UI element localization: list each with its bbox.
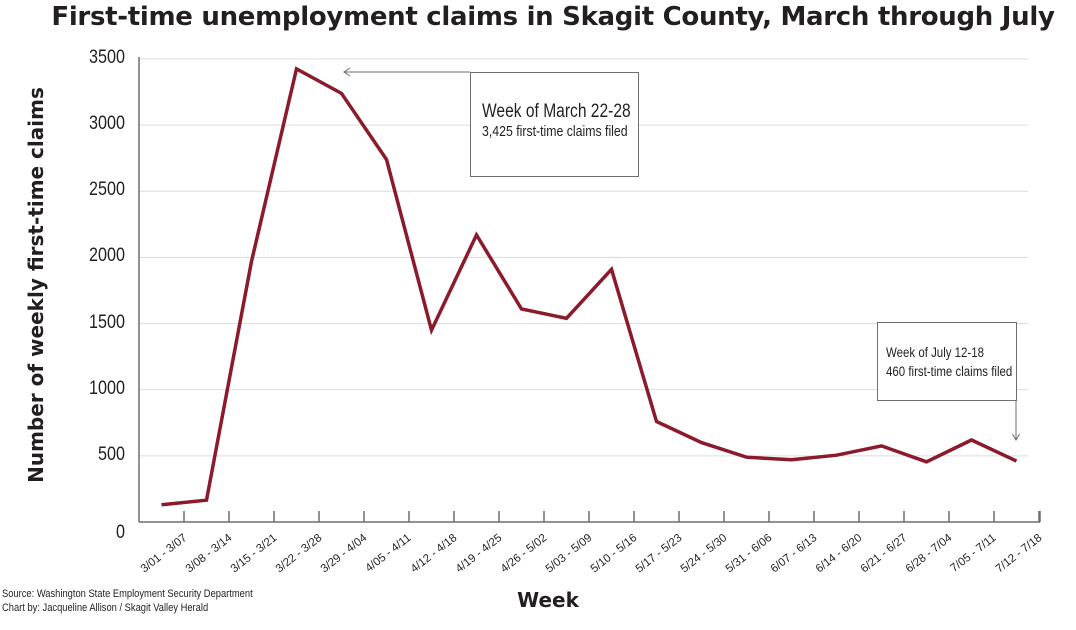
axes: [138, 57, 1041, 523]
annotation-peak-title: Week of March 22-28: [482, 101, 631, 122]
annotation-peak: Week of March 22-28 3,425 first-time cla…: [470, 72, 639, 177]
annotation-latest-text: 460 first-time claims filed: [886, 364, 1013, 379]
source-credit: Source: Washington State Employment Secu…: [2, 587, 253, 615]
y-tick-label: 0: [116, 522, 125, 543]
y-tick-label: 2500: [89, 179, 125, 201]
y-tick-label: 3000: [89, 113, 125, 135]
y-tick-label: 500: [98, 443, 125, 465]
x-axis-label: Week: [517, 588, 579, 612]
chart-title: First-time unemployment claims in Skagit…: [51, 2, 1055, 32]
source-text: Source: Washington State Employment Secu…: [2, 588, 253, 600]
y-tick-label: 3500: [89, 47, 125, 68]
y-tick-label: 1500: [89, 311, 125, 333]
annotation-peak-text: 3,425 first-time claims filed: [482, 123, 628, 140]
annotation-latest-title: Week of July 12-18: [886, 345, 985, 360]
y-tick-label: 1000: [89, 377, 125, 399]
claims-line: [161, 66, 1018, 507]
y-tick-label: 2000: [89, 245, 125, 267]
annotation-latest: Week of July 12-18 460 first-time claims…: [877, 322, 1017, 401]
credit-text: Chart by: Jacqueline Allison / Skagit Va…: [2, 602, 209, 614]
